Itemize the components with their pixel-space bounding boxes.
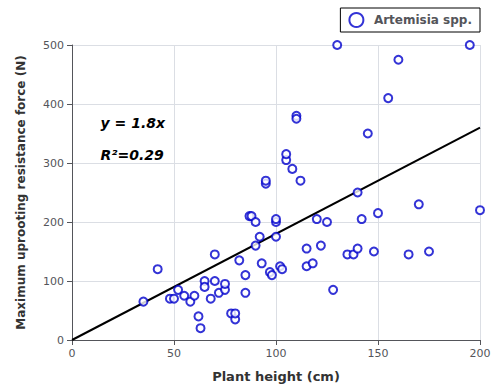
svg-text:50: 50	[167, 347, 181, 360]
svg-text:100: 100	[266, 347, 287, 360]
svg-text:400: 400	[43, 98, 64, 111]
svg-text:0: 0	[57, 334, 64, 347]
svg-text:200: 200	[470, 347, 491, 360]
svg-text:y = 1.8x: y = 1.8x	[101, 115, 166, 131]
svg-text:200: 200	[43, 216, 64, 229]
svg-text:Plant height (cm): Plant height (cm)	[212, 369, 340, 384]
svg-text:100: 100	[43, 275, 64, 288]
svg-text:0: 0	[69, 347, 76, 360]
svg-text:R²=0.29: R²=0.29	[101, 147, 164, 163]
svg-text:150: 150	[368, 347, 389, 360]
svg-text:500: 500	[43, 39, 64, 52]
svg-text:Maximum uprooting resistance f: Maximum uprooting resistance force (N)	[14, 55, 28, 329]
svg-text:Artemisia spp.: Artemisia spp.	[374, 13, 472, 27]
svg-text:300: 300	[43, 157, 64, 170]
